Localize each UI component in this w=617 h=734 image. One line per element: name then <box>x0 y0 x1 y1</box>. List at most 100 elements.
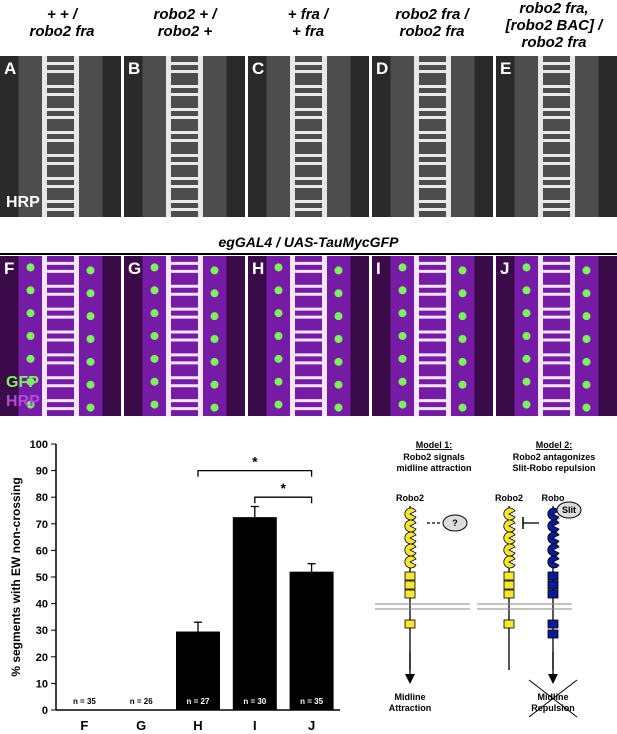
y-tick-label: 50 <box>36 572 48 584</box>
robo2-m1-ig-domain <box>404 507 417 521</box>
n-label: n = 30 <box>243 697 266 706</box>
robo2-m2-fn3-domain <box>503 580 515 590</box>
bar <box>232 517 277 710</box>
robo2-m1-cc-domain <box>404 619 416 629</box>
model1-output-line1: Midline <box>395 692 426 702</box>
robo2-m1-ig-domain <box>404 531 417 545</box>
header-line: robo2 fra <box>29 23 95 40</box>
header-line: robo2 fra, <box>519 0 589 17</box>
model1-line1: Robo2 signals <box>403 452 465 462</box>
micrograph-illustration <box>390 56 475 217</box>
significance-star: * <box>280 480 286 496</box>
n-label: n = 27 <box>187 697 210 706</box>
micrograph-panel: I <box>372 256 493 416</box>
x-tick-label: G <box>136 718 146 730</box>
robo-m2-fn3-domain <box>547 571 559 581</box>
model-diagrams: Model 1: Robo2 signals midline attractio… <box>375 440 596 718</box>
unknown-ligand-label: ? <box>452 518 458 528</box>
bar <box>289 571 334 710</box>
micrograph-panel: B <box>124 56 245 217</box>
receptor-drawings <box>375 506 572 684</box>
slit-label: Slit <box>562 505 576 515</box>
y-tick-label: 40 <box>36 599 48 611</box>
header-line: + fra <box>291 23 325 40</box>
model2-line1: Robo2 antagonizes <box>513 452 596 462</box>
n-label: n = 35 <box>300 697 323 706</box>
robo-m2-fn3-domain <box>547 580 559 590</box>
signal-arrow-head <box>548 674 558 684</box>
header-line: [robo2 BAC] / <box>505 17 603 34</box>
micrograph-illustration <box>142 56 227 217</box>
model2-robo-label: Robo <box>542 493 565 503</box>
micrograph-illustration <box>514 56 599 217</box>
header-col-d: robo2 fra / robo2 fra <box>372 6 492 40</box>
hrp-stain-label-2: HRP <box>6 393 40 410</box>
panel-letter: G <box>128 259 142 278</box>
robo2-m1-ig-domain <box>404 543 417 557</box>
micrograph-panel: J <box>496 256 617 416</box>
n-label: n = 35 <box>73 697 96 706</box>
micrograph-panel: F <box>0 256 121 416</box>
model2-receptor2-label: Robo2 <box>495 493 523 503</box>
model1-receptor-label: Robo2 <box>396 493 424 503</box>
header-line: robo2 fra / <box>395 6 469 23</box>
micrograph-illustration <box>266 56 351 217</box>
header-col-a: + + / robo2 fra <box>2 6 122 40</box>
model2-output-line1: Midline <box>538 692 569 702</box>
robo2-m2-ig-domain <box>503 543 516 557</box>
header-col-b: robo2 + / robo2 + <box>125 6 245 40</box>
y-tick-label: 30 <box>36 625 48 637</box>
y-tick-label: 0 <box>42 705 48 717</box>
y-tick-label: 90 <box>36 466 48 478</box>
panel-letter: F <box>4 259 15 278</box>
model2-title: Model 2: <box>536 440 573 450</box>
panel-letter: E <box>500 59 512 78</box>
signal-arrow-head <box>405 674 415 684</box>
y-tick-label: 80 <box>36 492 48 504</box>
panel-letter: H <box>252 259 265 278</box>
title-rule <box>0 253 617 255</box>
micrograph-panel: A <box>0 56 121 217</box>
header-line: + fra / <box>287 6 329 23</box>
header-col-c: + fra / + fra <box>248 6 368 40</box>
robo2-m2-cc-domain <box>503 619 515 629</box>
micrograph-panel: D <box>372 56 493 217</box>
header-col-e: robo2 fra, [robo2 BAC] / robo2 fra <box>494 0 614 51</box>
robo-m2-ig-domain <box>547 519 560 533</box>
slit-ligand <box>556 501 582 519</box>
cross-out-line <box>528 679 578 718</box>
y-tick-label: 20 <box>36 652 48 664</box>
header-line: robo2 + <box>157 23 213 40</box>
robo2-m1-ig-domain <box>404 519 417 533</box>
bar <box>176 631 220 710</box>
model2-line2: Slit-Robo repulsion <box>513 463 596 473</box>
y-axis-label: % segments with EW non-crossing <box>9 477 23 676</box>
hrp-stain-label: HRP <box>6 194 40 211</box>
micrograph-panel: G <box>124 256 245 416</box>
gfp-stain-label: GFP <box>6 374 39 391</box>
robo-m2-cc-domain <box>547 619 559 629</box>
robo2-m2-ig-domain <box>503 507 516 521</box>
micrograph-panel: E <box>496 56 617 217</box>
model1-output-line2: Attraction <box>389 703 432 713</box>
header-line: robo2 + / <box>153 6 217 23</box>
x-tick-label: F <box>80 718 88 730</box>
robo-m2-fn3-domain <box>547 589 559 599</box>
robo2-m1-ig-domain <box>404 555 417 569</box>
bar-chart: 0 10 20 30 40 50 60 70 80 90 100 % segments with EW… <box>9 439 340 730</box>
panel-letter: I <box>376 259 381 278</box>
model1-line2: midline attraction <box>396 463 471 473</box>
robo2-m1-fn3-domain <box>404 580 416 590</box>
robo2-m1-fn3-domain <box>404 571 416 581</box>
panel-letter: A <box>4 59 17 78</box>
robo2-m2-fn3-domain <box>503 571 515 581</box>
model2-output-line2: Repulsion <box>531 703 575 713</box>
y-tick-label: 10 <box>36 678 48 690</box>
robo2-m2-ig-domain <box>503 555 516 569</box>
significance-bracket <box>254 496 313 504</box>
robo-m2-cc-domain <box>547 629 559 639</box>
micrograph-illustration <box>18 56 103 217</box>
unknown-ligand <box>442 514 468 532</box>
y-tick-label: 70 <box>36 519 48 531</box>
significance-bracket <box>197 469 313 477</box>
